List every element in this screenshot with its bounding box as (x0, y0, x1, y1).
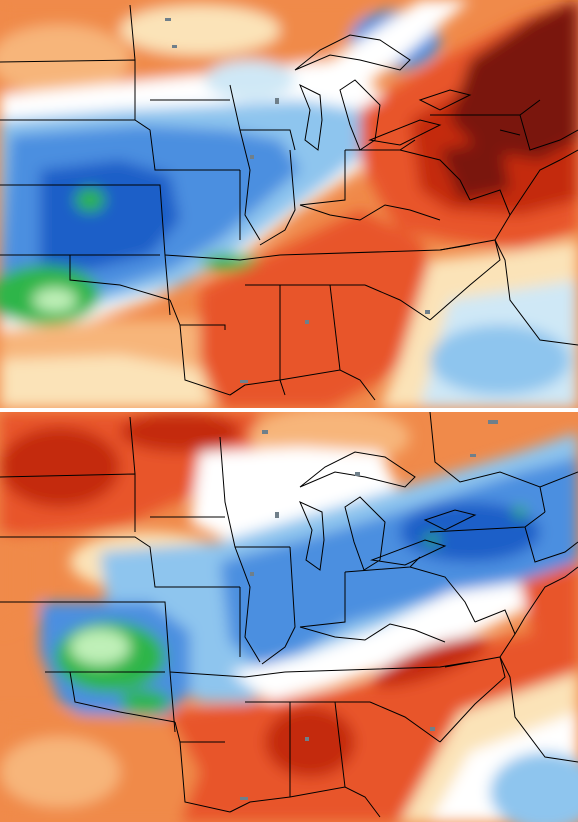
anomaly-map-top (0, 0, 578, 408)
anomaly-field-top (0, 0, 578, 408)
panel-divider (0, 408, 578, 412)
state-boundaries-top (0, 4, 578, 401)
anomaly-map-bottom (0, 412, 578, 822)
map-panel-bottom (0, 412, 578, 822)
map-panel-top (0, 0, 578, 408)
state-boundaries-bottom (0, 412, 578, 818)
anomaly-field-bottom (0, 412, 578, 822)
lakes-bottom (240, 420, 498, 800)
lakes-top (165, 18, 430, 383)
